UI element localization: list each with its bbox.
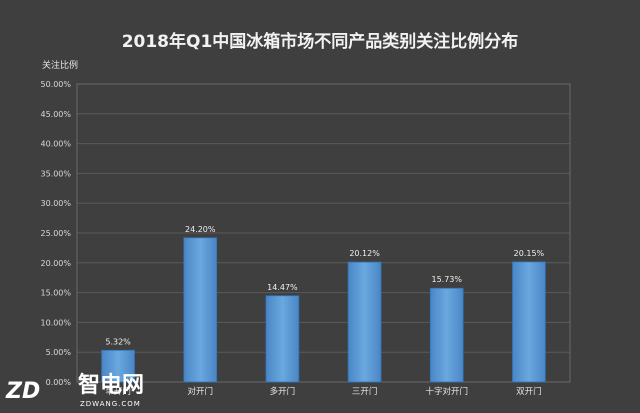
- category-label: 三开门: [352, 386, 378, 397]
- data-labels: 5.32% 24.20% 14.47% 20.12% 15.73% 20.15%: [105, 225, 544, 347]
- y-axis-label: 关注比例: [42, 59, 78, 71]
- y-tick-label: 10.00%: [40, 318, 71, 327]
- bars: [101, 237, 546, 383]
- y-tick-label: 15.00%: [40, 289, 71, 298]
- watermark-brand: 智电网: [78, 372, 144, 398]
- y-tick-label: 45.00%: [40, 110, 71, 119]
- chart-title: 2018年Q1中国冰箱市场不同产品类别关注比例分布: [122, 31, 519, 52]
- bar: [265, 295, 300, 383]
- bar: [347, 261, 382, 383]
- watermark-mark: ZD: [5, 379, 40, 404]
- y-tick-label: 25.00%: [40, 229, 71, 238]
- category-label: 单开门: [105, 386, 131, 397]
- y-tick-label: 30.00%: [40, 199, 71, 208]
- y-tick-label: 50.00%: [40, 80, 71, 89]
- category-label: 对开门: [187, 386, 213, 397]
- bar: [101, 349, 135, 383]
- gridlines: [77, 113, 570, 353]
- y-tick-label: 20.00%: [40, 259, 71, 268]
- data-label: 24.20%: [185, 225, 216, 234]
- data-label: 15.73%: [431, 275, 462, 284]
- category-label: 双开门: [516, 386, 542, 397]
- data-label: 20.15%: [514, 249, 545, 258]
- watermark-logo: ZD 智电网 ZDWANG.COM: [5, 372, 144, 408]
- watermark-site: ZDWANG.COM: [80, 400, 141, 408]
- data-label: 20.12%: [349, 249, 380, 258]
- plot-area-border: [76, 83, 571, 383]
- category-label: 多开门: [270, 386, 296, 397]
- category-labels: 单开门 对开门 多开门 三开门 十字对开门 双开门: [105, 386, 541, 397]
- data-label: 14.47%: [267, 283, 298, 292]
- y-tick-label: 40.00%: [40, 140, 71, 149]
- y-tick-label: 0.00%: [46, 378, 72, 387]
- bar: [429, 287, 464, 383]
- data-label: 5.32%: [105, 337, 131, 346]
- bar: [183, 237, 218, 383]
- y-tick-labels: 0.00% 5.00% 10.00% 15.00% 20.00% 25.00% 30.00%…: [40, 80, 71, 387]
- bar: [512, 261, 546, 383]
- y-tick-label: 35.00%: [40, 169, 71, 178]
- y-tick-label: 5.00%: [46, 348, 72, 357]
- category-label: 十字对开门: [425, 386, 468, 397]
